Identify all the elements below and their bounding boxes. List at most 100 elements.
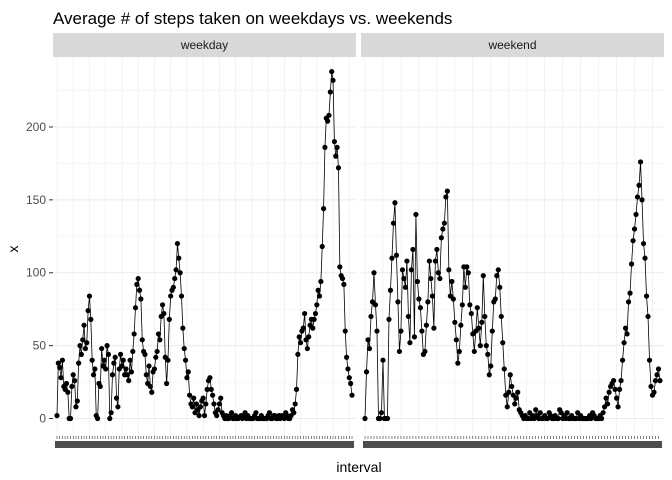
data-point [173,267,179,273]
data-point [176,255,182,261]
data-point [211,401,217,407]
data-point [652,378,659,384]
data-point [335,165,342,171]
data-point [440,226,446,232]
data-point [331,138,338,145]
data-point [389,255,395,261]
data-point [149,389,155,395]
y-tick-label: 50 [33,339,47,353]
data-point [464,264,470,270]
data-point [103,366,109,372]
y-tick-label: 150 [26,193,46,207]
data-point [414,278,421,285]
data-point [480,273,486,279]
data-point [380,357,386,363]
data-point [438,235,444,241]
data-point [101,357,107,363]
data-point [495,267,501,273]
data-point [325,118,331,124]
data-point [181,345,187,352]
data-point [292,401,298,407]
data-point [366,345,373,352]
data-point [216,401,222,407]
data-point [320,206,327,212]
data-point [326,112,332,118]
data-point [456,348,462,355]
data-point [434,246,440,253]
data-point [432,258,438,264]
data-point [450,296,456,302]
data-point [387,287,394,293]
data-point [63,380,70,387]
data-point [643,293,650,299]
data-point [624,331,630,337]
data-point [459,302,465,308]
data-point [392,200,398,206]
data-point [468,310,474,317]
data-point [151,366,158,372]
data-point [426,258,432,264]
data-point [124,372,130,378]
x-axis-title: interval [336,459,381,475]
data-point [407,340,413,346]
data-point [314,302,320,308]
facet-strip [53,33,356,57]
data-point [600,410,606,416]
data-point [130,348,136,355]
data-point [70,372,76,378]
facet-strip [361,33,664,57]
data-point [329,68,335,75]
panel-weekday: weekday [53,33,356,448]
data-point [648,383,654,390]
data-point [200,395,206,401]
data-point [654,372,660,378]
data-point [471,348,477,355]
data-point [512,401,518,407]
data-point [319,243,325,250]
data-point [123,366,129,372]
data-point [295,351,301,357]
data-point [203,401,209,407]
data-point [416,296,422,302]
data-point [306,334,312,340]
data-point [533,407,539,413]
data-point [57,364,63,371]
data-point [492,296,498,302]
x-tick-labels-overlap [363,441,662,448]
data-point [613,395,620,401]
data-point [651,389,657,395]
data-point [174,240,181,247]
data-point [417,305,424,311]
data-point [384,415,391,422]
data-point [88,316,94,322]
data-point [616,386,623,392]
data-point [55,360,61,366]
data-point [411,334,418,340]
data-point [132,305,139,311]
data-point [172,275,178,282]
data-point [429,293,435,299]
data-point [564,410,570,416]
data-point [134,281,140,287]
data-point [128,369,135,375]
data-point [631,226,638,232]
data-point [437,275,443,282]
data-point [625,299,632,305]
data-point [207,375,213,381]
data-point [506,389,512,395]
data-point [431,325,437,331]
data-point [615,404,621,410]
data-point [143,372,149,378]
data-point [178,293,185,299]
data-point [322,144,328,150]
data-point [58,375,64,381]
data-point [402,284,409,290]
y-tick-label: 100 [26,266,46,280]
data-point [327,89,333,95]
data-point [77,343,83,349]
data-point [371,270,377,276]
data-point [138,296,144,302]
data-point [69,383,75,390]
data-point [159,302,166,308]
data-point [197,404,204,410]
